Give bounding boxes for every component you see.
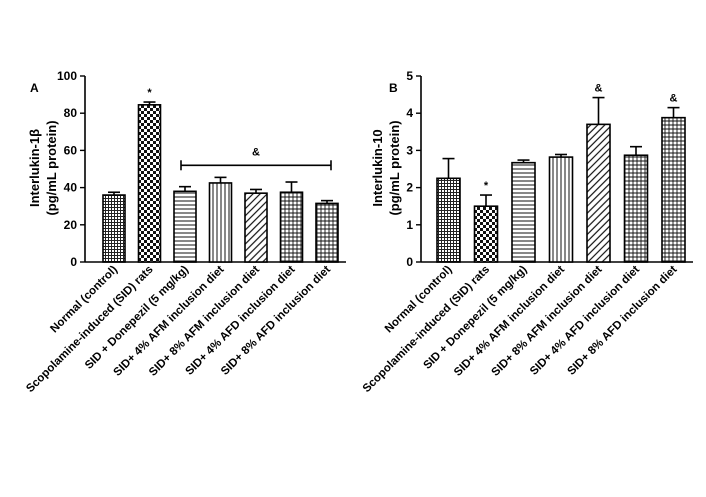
panel-a-y-tick-label: 0 [70,255,77,269]
panel-a-y-tick-label: 40 [64,181,78,195]
panel-b-ylabel-line2: (pg/mL protein) [387,120,402,215]
panel-a-bar [102,194,126,263]
panel-b-y-tick-label: 3 [406,143,413,157]
panel-a: A Interlukin-1β (pg/mL protein) 0 20 40 60 8… [24,69,346,395]
panel-a-category-label: Normal (control) [48,264,120,336]
panel-b-bar [623,154,649,263]
panel-a-bar [173,190,197,263]
panel-a-y-tick-label: 80 [64,106,78,120]
panel-a-bar [137,104,162,263]
panel-a-bar [208,182,233,263]
panel-b-y-tick-label: 4 [406,106,413,120]
panel-b-annotations: * & & [484,83,678,192]
panel-b-y-tick-label: 1 [406,218,413,232]
panel-b-bar [473,205,499,263]
panel-a-ylabel-line1: Interlukin-1β [27,129,42,207]
panel-b-y-tick-label: 5 [406,69,413,83]
panel-a-category-label: Scopolamine-induced (SID) rats [24,264,155,395]
panel-a-bars [102,101,339,263]
panel-a-category-labels: Normal (control)Scopolamine-induced (SID… [24,264,333,396]
panel-b-y-tick-label: 2 [406,181,413,195]
panel-b-bar [661,116,686,263]
panel-a-y-tick-label: 100 [57,69,77,83]
panel-a-annotations: *& [147,87,332,171]
panel-a-bar [315,202,339,263]
panel-b-bar [436,177,461,263]
panel-b-bars [436,96,686,263]
panel-a-y-tick-label: 20 [64,218,78,232]
panel-a-y-tick-label: 60 [64,143,78,157]
panel-a-ylabel-line2: (pg/mL protein) [44,120,59,215]
panel-b: B Interlukin-10 (pg/mL protein) 0 1 2 3 4 5 N… [361,69,693,395]
panel-a-bar [244,192,268,263]
panel-b-bar [548,156,574,263]
panel-b-letter: B [389,81,398,95]
panel-a-bracket-mark: & [252,146,260,158]
panel-b-significance-mark: & [595,83,603,95]
panel-b-significance-mark: * [484,180,489,192]
panel-a-letter: A [30,81,39,95]
panel-a-axes: 0 20 40 60 80 100 [57,69,346,269]
panel-b-bar [511,161,536,263]
panel-a-significance-mark: * [147,87,152,99]
panel-b-ylabel-line1: Interlukin-10 [370,129,385,206]
panel-b-bar [586,123,611,263]
panel-b-category-labels: Normal (control)Scopolamine-induced (SID… [361,264,680,396]
panel-b-significance-mark: & [670,93,678,105]
panel-b-category-label: Normal (control) [383,264,455,336]
panel-b-y-tick-label: 0 [406,255,413,269]
panel-a-bar [279,191,304,263]
